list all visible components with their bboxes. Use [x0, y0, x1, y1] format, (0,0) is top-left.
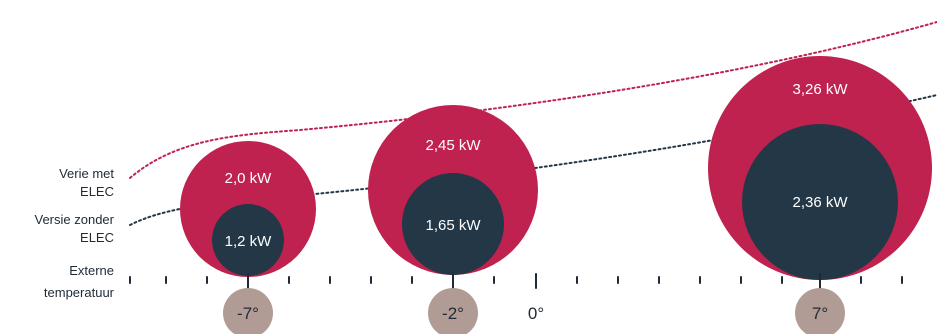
- bubble-group-minus2: 2,45 kW 1,65 kW: [368, 105, 538, 275]
- temp-badge-plus7: 7°: [795, 288, 845, 334]
- temp-badge-circle: [428, 288, 478, 334]
- legend-labels: Verie met ELEC Versie zonder ELEC Extern…: [35, 166, 115, 300]
- bubble-group-minus7: 2,0 kW 1,2 kW: [180, 141, 316, 277]
- external-temp-label-line2: temperatuur: [44, 285, 115, 300]
- temp-badge-circle: [223, 288, 273, 334]
- with-elec-value: 3,26 kW: [792, 81, 848, 98]
- without-elec-label-line2: ELEC: [80, 230, 114, 245]
- without-elec-value: 2,36 kW: [792, 194, 848, 211]
- external-temp-label-line1: Externe: [69, 263, 114, 278]
- temperature-axis-ticks: [129, 273, 903, 289]
- with-elec-value: 2,45 kW: [425, 137, 481, 154]
- without-elec-bubble: [402, 173, 504, 275]
- with-elec-label-line1: Verie met: [59, 166, 114, 181]
- temp-badge-label: -2°: [442, 304, 464, 323]
- without-elec-value: 1,2 kW: [225, 233, 273, 250]
- zero-degree-label: 0°: [528, 304, 544, 323]
- with-elec-trend-line: [129, 21, 937, 179]
- temp-badge-label: 7°: [812, 304, 828, 323]
- without-elec-bubble: [212, 204, 284, 276]
- temp-badge-circle: [795, 288, 845, 334]
- with-elec-value: 2,0 kW: [225, 170, 273, 187]
- temp-badge-label: -7°: [237, 304, 259, 323]
- bubble-group-plus7: 3,26 kW 2,36 kW: [708, 56, 932, 280]
- without-elec-bubble: [742, 124, 898, 280]
- with-elec-label-line2: ELEC: [80, 184, 114, 199]
- temp-badge-minus7: -7°: [223, 288, 273, 334]
- without-elec-label-line1: Versie zonder: [35, 212, 115, 227]
- without-elec-value: 1,65 kW: [425, 217, 481, 234]
- temp-badge-minus2: -2°: [428, 288, 478, 334]
